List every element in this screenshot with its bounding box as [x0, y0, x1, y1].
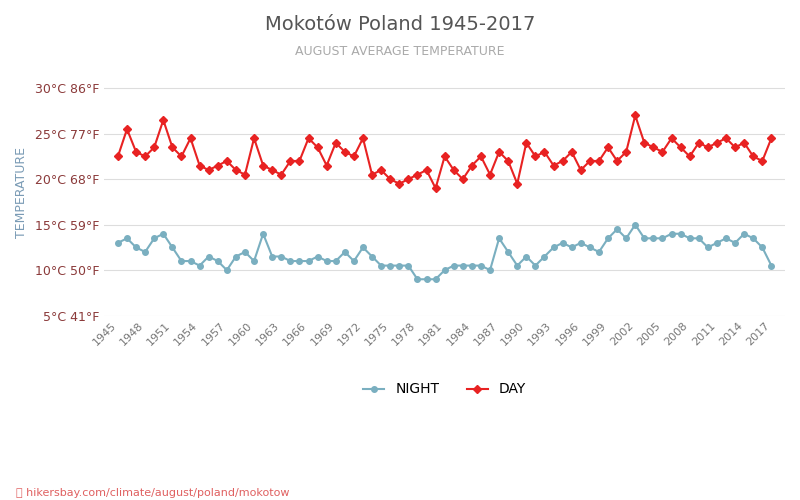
Text: Mokotów Poland 1945-2017: Mokotów Poland 1945-2017: [265, 15, 535, 34]
DAY: [331, 140, 341, 146]
Line: DAY: DAY: [115, 112, 774, 191]
NIGHT: [766, 262, 776, 268]
NIGHT: [258, 231, 268, 237]
Text: 📍 hikersbay.com/climate/august/poland/mokotow: 📍 hikersbay.com/climate/august/poland/mo…: [16, 488, 290, 498]
DAY: [694, 140, 703, 146]
NIGHT: [113, 240, 122, 246]
DAY: [766, 135, 776, 141]
Legend: NIGHT, DAY: NIGHT, DAY: [358, 377, 532, 402]
DAY: [113, 154, 122, 160]
DAY: [449, 167, 458, 173]
DAY: [258, 162, 268, 168]
NIGHT: [722, 236, 731, 242]
DAY: [722, 135, 731, 141]
DAY: [676, 144, 686, 150]
NIGHT: [331, 258, 341, 264]
Y-axis label: TEMPERATURE: TEMPERATURE: [15, 148, 28, 238]
NIGHT: [694, 236, 703, 242]
NIGHT: [630, 222, 640, 228]
DAY: [630, 112, 640, 118]
DAY: [430, 186, 440, 192]
Line: NIGHT: NIGHT: [115, 222, 774, 282]
NIGHT: [676, 231, 686, 237]
Text: AUGUST AVERAGE TEMPERATURE: AUGUST AVERAGE TEMPERATURE: [295, 45, 505, 58]
NIGHT: [413, 276, 422, 282]
NIGHT: [449, 262, 458, 268]
